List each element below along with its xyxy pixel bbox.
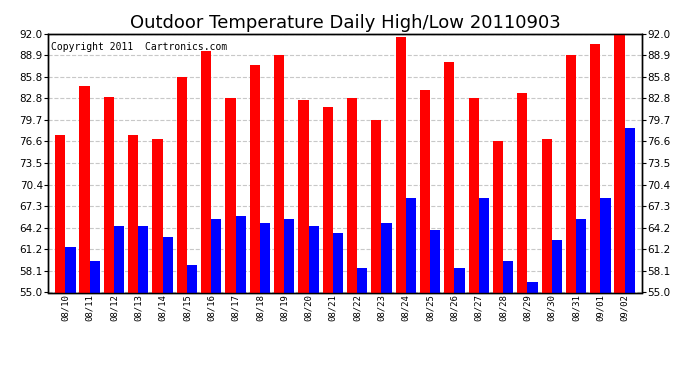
Bar: [79, 86, 90, 292]
Title: Outdoor Temperature Daily High/Low 20110903: Outdoor Temperature Daily High/Low 20110…: [130, 14, 560, 32]
Bar: [66, 247, 75, 292]
Bar: [479, 198, 489, 292]
Bar: [382, 223, 392, 292]
Bar: [104, 97, 114, 292]
Bar: [430, 230, 440, 292]
Bar: [444, 62, 455, 292]
Bar: [177, 77, 187, 292]
Bar: [114, 226, 124, 292]
Bar: [624, 128, 635, 292]
Bar: [590, 44, 600, 292]
Bar: [55, 135, 66, 292]
Text: Copyright 2011  Cartronics.com: Copyright 2011 Cartronics.com: [51, 42, 228, 51]
Bar: [274, 56, 284, 292]
Bar: [615, 34, 624, 292]
Bar: [503, 261, 513, 292]
Bar: [576, 219, 586, 292]
Bar: [600, 198, 611, 292]
Bar: [128, 135, 138, 292]
Bar: [308, 226, 319, 292]
Bar: [518, 93, 527, 292]
Bar: [333, 233, 343, 292]
Bar: [552, 240, 562, 292]
Bar: [235, 216, 246, 292]
Bar: [163, 237, 172, 292]
Bar: [323, 107, 333, 292]
Bar: [469, 98, 479, 292]
Bar: [455, 268, 464, 292]
Bar: [527, 282, 538, 292]
Bar: [152, 139, 163, 292]
Bar: [566, 56, 576, 292]
Bar: [260, 223, 270, 292]
Bar: [298, 100, 308, 292]
Bar: [187, 264, 197, 292]
Bar: [542, 139, 552, 292]
Bar: [347, 98, 357, 292]
Bar: [226, 98, 235, 292]
Bar: [250, 65, 260, 292]
Bar: [211, 219, 221, 292]
Bar: [357, 268, 367, 292]
Bar: [138, 226, 148, 292]
Bar: [406, 198, 416, 292]
Bar: [284, 219, 295, 292]
Bar: [90, 261, 100, 292]
Bar: [493, 141, 503, 292]
Bar: [420, 90, 430, 292]
Bar: [201, 51, 211, 292]
Bar: [371, 120, 382, 292]
Bar: [395, 37, 406, 292]
